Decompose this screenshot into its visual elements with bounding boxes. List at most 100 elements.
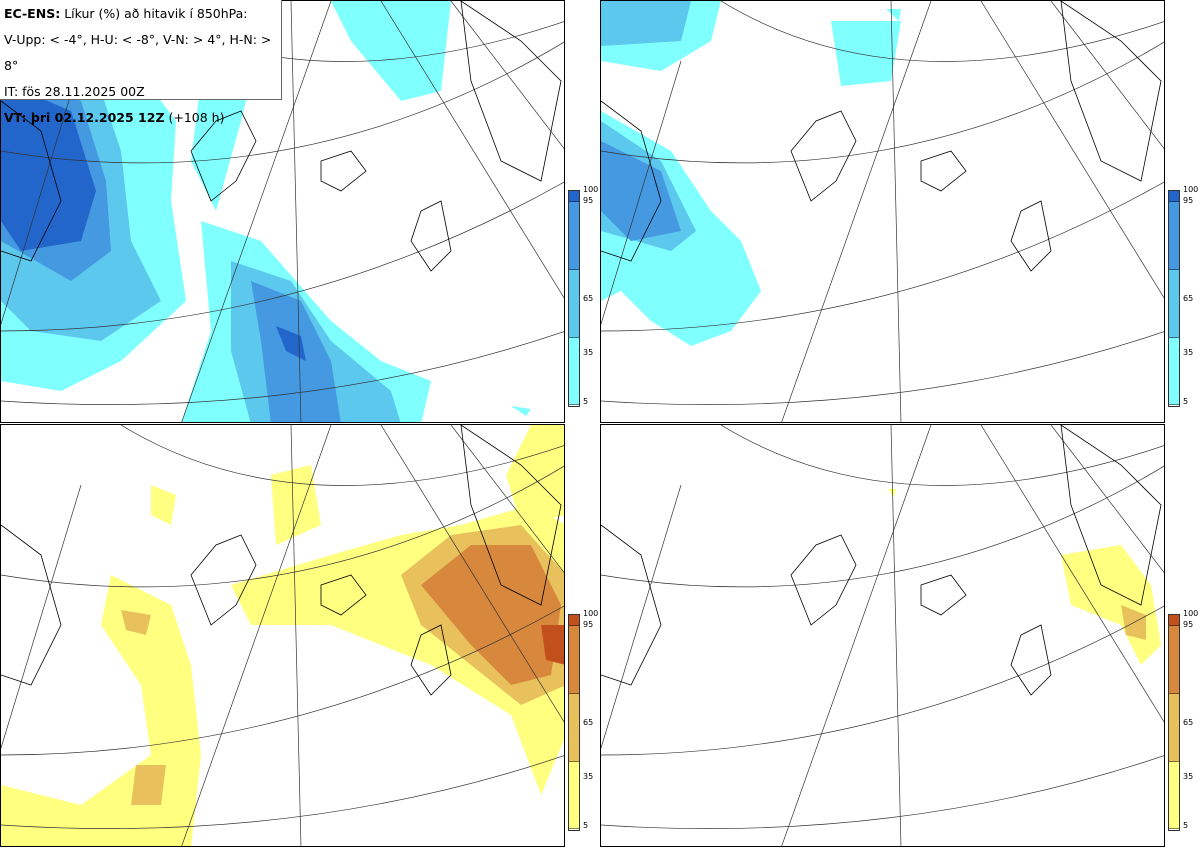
probability-area (1061, 545, 1161, 665)
longitude-line (380, 1, 564, 299)
longitude-line (1050, 425, 1164, 573)
colorbar-segment (1169, 625, 1179, 694)
coastline (1, 100, 62, 262)
colorbar-cold (568, 190, 580, 407)
longitude-line (1, 60, 82, 325)
colorbar-segment (569, 337, 579, 406)
colorbar-tick-label: 35 (1183, 348, 1194, 357)
colorbar-segment (1169, 615, 1179, 626)
map-panel-warm-4 (0, 424, 565, 847)
colorbar-warm (1168, 614, 1180, 831)
map-panel-cold-8 (600, 0, 1165, 423)
coastline (320, 150, 367, 192)
probability-area (888, 489, 896, 497)
coastline (1060, 1, 1162, 182)
probability-area (601, 1, 691, 46)
probability-area (121, 610, 151, 635)
coastline (190, 534, 257, 626)
latitude-line (1, 605, 564, 756)
coastline (460, 425, 562, 606)
colorbar-segment (1169, 761, 1179, 830)
latitude-line (1, 181, 564, 332)
latitude-line (720, 425, 1164, 486)
colorbar-tick-label: 65 (1183, 294, 1194, 303)
latitude-line (601, 605, 1164, 756)
probability-area (1, 575, 201, 846)
legend-init-time: IT: fös 28.11.2025 00Z (4, 84, 145, 99)
coastline (190, 110, 257, 202)
longitude-line (380, 425, 564, 723)
coastline (410, 200, 452, 272)
colorbar-cold (1168, 190, 1180, 407)
colorbar-warm (568, 614, 580, 831)
coastline (790, 110, 857, 202)
colorbar-segment (569, 269, 579, 338)
colorbar-tick-label: 65 (1183, 718, 1194, 727)
colorbar-segment (569, 625, 579, 694)
colorbar-tick-label: 5 (1183, 821, 1189, 830)
longitude-line (601, 60, 682, 325)
coastline (601, 524, 662, 686)
coastline (1060, 425, 1162, 606)
colorbar-tick-label: 35 (583, 348, 594, 357)
coastline (460, 1, 562, 182)
latitude-line (1, 331, 564, 405)
colorbar-tick-label: 65 (583, 294, 594, 303)
longitude-line (290, 425, 302, 846)
latitude-line (720, 1, 1164, 62)
legend-title: Líkur (%) að hitavik í 850hPa: (64, 6, 248, 21)
colorbar-segment (1169, 693, 1179, 762)
colorbar-tick-label: 5 (583, 397, 589, 406)
latitude-line (601, 41, 1164, 164)
coastline (601, 100, 662, 262)
colorbar-segment (1169, 337, 1179, 406)
latitude-line (1, 465, 564, 588)
colorbar-tick-label: 35 (583, 772, 594, 781)
map-canvas (601, 1, 1164, 422)
colorbar-tick-label: 95 (1183, 196, 1194, 205)
probability-area (131, 765, 166, 805)
colorbar-tick-label: 100 (1183, 609, 1199, 618)
legend-valid-time: VT: þri 02.12.2025 12Z (4, 110, 165, 125)
longitude-line (181, 425, 332, 846)
latitude-line (1, 755, 564, 829)
longitude-line (890, 425, 902, 846)
probability-area (276, 326, 306, 361)
probability-area (831, 21, 901, 86)
longitude-line (181, 1, 332, 422)
colorbar-segment (569, 761, 579, 830)
colorbar-tick-label: 65 (583, 718, 594, 727)
probability-area (506, 425, 564, 525)
coastline (1010, 624, 1052, 696)
map-canvas (601, 425, 1164, 846)
coastline (920, 574, 967, 616)
longitude-line (781, 1, 932, 422)
colorbar-segment (1169, 191, 1179, 202)
colorbar-tick-label: 5 (583, 821, 589, 830)
probability-area (601, 141, 681, 241)
longitude-line (1, 484, 82, 749)
coastline (790, 534, 857, 626)
longitude-line (450, 425, 564, 573)
legend-model: EC-ENS: (4, 6, 61, 21)
probability-area (331, 1, 451, 101)
longitude-line (890, 1, 902, 422)
longitude-line (980, 1, 1164, 299)
colorbar-tick-label: 5 (1183, 397, 1189, 406)
colorbar-tick-label: 100 (1183, 185, 1199, 194)
colorbar-tick-label: 95 (583, 196, 594, 205)
colorbar-tick-label: 100 (583, 609, 599, 618)
probability-area (421, 545, 561, 685)
latitude-line (120, 425, 564, 486)
probability-area (1, 81, 96, 251)
map-legend: EC-ENS: Líkur (%) að hitavik í 850hPa: V… (0, 0, 282, 125)
map-canvas (1, 425, 564, 846)
colorbar-segment (569, 693, 579, 762)
colorbar-segment (569, 191, 579, 202)
probability-area (886, 9, 901, 21)
legend-thresholds: V-Upp: < -4°, H-U: < -8°, V-N: > 4°, H-N… (4, 32, 272, 73)
map-panel-warm-8 (600, 424, 1165, 847)
colorbar-tick-label: 95 (1183, 620, 1194, 629)
latitude-line (601, 755, 1164, 829)
latitude-line (1, 41, 564, 164)
